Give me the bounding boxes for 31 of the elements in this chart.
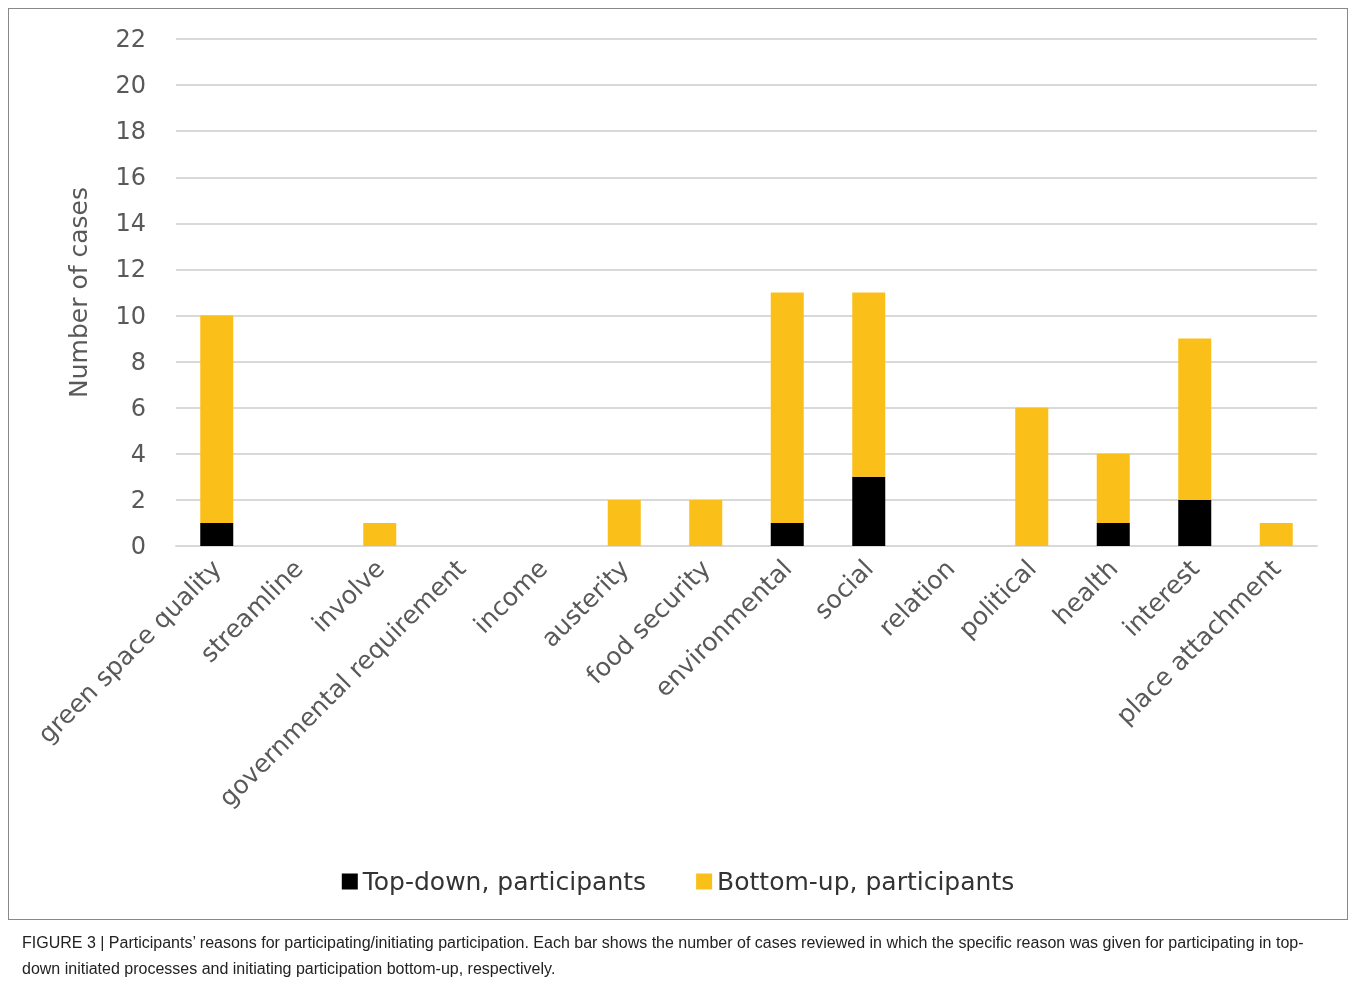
y-tick-label: 16 bbox=[115, 163, 146, 192]
y-tick-label: 10 bbox=[115, 301, 146, 330]
caption: FIGURE 3 | Participants’ reasons for participating/initiating participation. Each bar shows the number of cases reviewed in which the specific reason was given for participating in top-down initiated processes and initiating participation bottom-up, respectively. bbox=[22, 933, 1305, 979]
bar bbox=[200, 522, 234, 546]
bar bbox=[689, 499, 723, 546]
bar bbox=[770, 292, 804, 523]
legend-label: Top-down, participants bbox=[361, 867, 647, 896]
bar bbox=[1015, 407, 1049, 546]
bar bbox=[1096, 453, 1130, 523]
y-tick-label: 22 bbox=[115, 25, 146, 53]
bar bbox=[607, 499, 641, 546]
y-tick-label: 6 bbox=[130, 393, 146, 422]
bar bbox=[1096, 522, 1130, 546]
bar bbox=[852, 476, 886, 546]
y-tick-label: 12 bbox=[115, 255, 146, 284]
bar bbox=[363, 522, 397, 546]
y-tick-label: 8 bbox=[130, 347, 146, 376]
y-tick-label: 20 bbox=[115, 71, 146, 100]
y-tick-label: 4 bbox=[130, 439, 146, 468]
bar bbox=[200, 315, 234, 523]
bar bbox=[852, 292, 886, 477]
y-tick-label: 0 bbox=[130, 532, 146, 560]
bar bbox=[1178, 499, 1212, 546]
y-tick-label: 2 bbox=[130, 485, 146, 514]
y-axis-title: Number of cases bbox=[64, 187, 93, 398]
y-tick-label: 18 bbox=[115, 117, 146, 146]
y-tick-label: 14 bbox=[115, 209, 146, 238]
bar bbox=[1259, 522, 1293, 546]
legend-label: Bottom-up, participants bbox=[717, 867, 1015, 896]
bar bbox=[1178, 338, 1212, 500]
bar bbox=[770, 522, 804, 546]
